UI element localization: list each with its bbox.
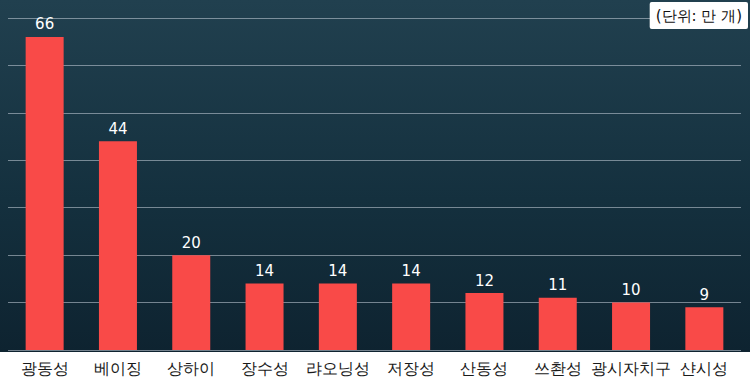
svg-text:12: 12 — [475, 272, 494, 290]
svg-text:14: 14 — [328, 262, 347, 280]
svg-text:광동성: 광동성 — [21, 359, 69, 378]
svg-text:66: 66 — [35, 15, 54, 33]
svg-text:14: 14 — [255, 262, 274, 280]
svg-text:10: 10 — [622, 281, 641, 299]
svg-text:장수성: 장수성 — [241, 359, 289, 378]
svg-text:저장성: 저장성 — [387, 359, 435, 378]
svg-text:랴오닝성: 랴오닝성 — [306, 359, 370, 378]
svg-text:베이징: 베이징 — [94, 359, 142, 378]
svg-text:광시자치구: 광시자치구 — [591, 359, 671, 378]
svg-text:상하이: 상하이 — [167, 359, 215, 378]
svg-text:9: 9 — [700, 286, 710, 304]
svg-text:11: 11 — [548, 276, 567, 294]
svg-text:20: 20 — [182, 234, 201, 252]
svg-text:산동성: 산동성 — [460, 359, 508, 378]
svg-text:14: 14 — [402, 262, 421, 280]
svg-text:쓰촨성: 쓰촨성 — [534, 359, 582, 378]
svg-text:(단위: 만 개): (단위: 만 개) — [656, 7, 742, 25]
svg-text:44: 44 — [108, 120, 127, 138]
svg-text:샨시성: 샨시성 — [680, 359, 728, 378]
